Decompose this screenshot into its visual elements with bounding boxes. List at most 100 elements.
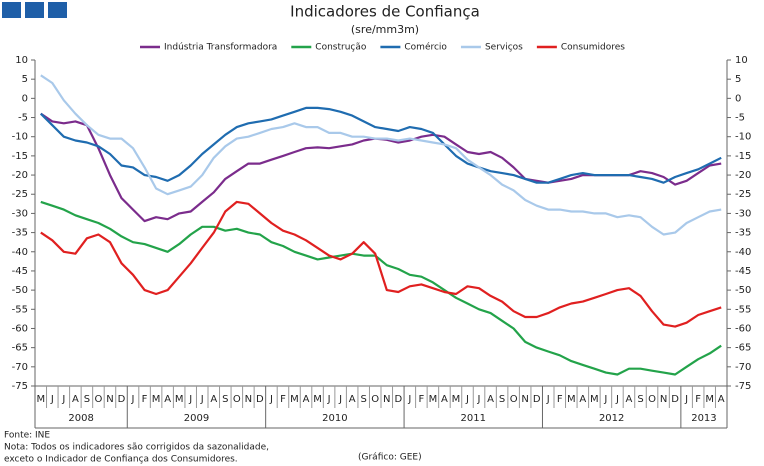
x-tick-label: M: [313, 394, 322, 405]
x-tick-label: N: [245, 394, 252, 405]
x-tick-label: M: [567, 394, 576, 405]
y-tick-label-right: -45: [735, 266, 751, 277]
year-label: 2009: [184, 413, 209, 424]
x-tick-label: D: [394, 394, 402, 405]
x-tick-label: O: [510, 394, 518, 405]
x-tick-label: N: [660, 394, 667, 405]
x-tick-label: J: [338, 394, 342, 405]
x-tick-label: M: [705, 394, 714, 405]
y-tick-label-right: 5: [735, 74, 741, 85]
x-tick-label: O: [648, 394, 656, 405]
logo-block: [2, 2, 21, 18]
series-line: [40, 74, 722, 236]
x-tick-label: M: [429, 394, 438, 405]
year-label: 2012: [599, 413, 624, 424]
legend-label: Construção: [315, 43, 367, 53]
legend-label: Consumidores: [561, 43, 625, 53]
year-label: 2010: [322, 413, 347, 424]
x-tick-label: J: [465, 394, 469, 405]
note: exceto o Indicador de Confiança dos Cons…: [4, 455, 238, 465]
x-tick-label: J: [615, 394, 619, 405]
x-tick-label: M: [590, 394, 599, 405]
x-tick-label: O: [371, 394, 379, 405]
legend-label: Indústria Transformadora: [164, 43, 277, 53]
y-tick-label: -45: [12, 266, 28, 277]
series-line: [40, 106, 722, 184]
y-tick-label: -65: [12, 343, 28, 354]
x-tick-label: M: [152, 394, 161, 405]
x-tick-label: F: [695, 394, 701, 405]
y-tick-label: -30: [12, 208, 28, 219]
x-tick-label: D: [533, 394, 541, 405]
x-tick-label: M: [36, 394, 45, 405]
y-tick-label: -55: [12, 304, 28, 315]
y-tick-label: 5: [22, 74, 28, 85]
x-tick-label: N: [106, 394, 113, 405]
y-tick-label: -20: [12, 170, 28, 181]
x-tick-label: M: [290, 394, 299, 405]
y-tick-label: -75: [12, 381, 28, 392]
x-tick-label: S: [637, 394, 643, 405]
series-line: [40, 200, 722, 376]
x-tick-label: A: [487, 394, 494, 405]
y-tick-label-right: -60: [735, 323, 751, 334]
x-tick-label: A: [626, 394, 633, 405]
y-tick-label-right: 0: [735, 93, 741, 104]
x-tick-label: J: [50, 394, 54, 405]
source: Fonte: INE: [4, 431, 50, 441]
x-tick-label: A: [718, 394, 725, 405]
y-tick-label: -15: [12, 151, 28, 162]
x-tick-label: F: [557, 394, 563, 405]
x-tick-label: S: [222, 394, 228, 405]
y-tick-label-right: -40: [735, 247, 751, 258]
logo-block: [48, 2, 67, 18]
x-tick-label: J: [269, 394, 273, 405]
x-tick-label: J: [200, 394, 204, 405]
x-tick-label: N: [383, 394, 390, 405]
x-tick-label: D: [671, 394, 679, 405]
x-tick-label: J: [546, 394, 550, 405]
x-tick-label: S: [361, 394, 367, 405]
x-tick-label: D: [256, 394, 264, 405]
x-tick-label: A: [164, 394, 171, 405]
credit: (Gráfico: GEE): [358, 453, 422, 463]
y-tick-label: -5: [18, 113, 28, 124]
x-tick-label: M: [175, 394, 184, 405]
x-tick-label: F: [418, 394, 424, 405]
x-tick-label: S: [499, 394, 505, 405]
legend-label: Serviços: [485, 43, 523, 53]
year-label: 2013: [691, 413, 716, 424]
year-label: 2011: [461, 413, 486, 424]
logo-block: [25, 2, 44, 18]
y-tick-label: -70: [12, 362, 28, 373]
x-tick-label: A: [441, 394, 448, 405]
x-tick-label: N: [521, 394, 528, 405]
x-tick-label: J: [603, 394, 607, 405]
x-tick-label: J: [61, 394, 65, 405]
x-tick-label: D: [118, 394, 126, 405]
series-line: [40, 200, 722, 328]
y-tick-label-right: -30: [735, 208, 751, 219]
y-tick-label: -25: [12, 189, 28, 200]
y-tick-label-right: -20: [735, 170, 751, 181]
x-tick-label: F: [142, 394, 148, 405]
y-tick-label: -50: [12, 285, 28, 296]
y-tick-label: -40: [12, 247, 28, 258]
y-tick-label-right: -10: [735, 132, 751, 143]
x-tick-label: A: [210, 394, 217, 405]
x-tick-label: A: [72, 394, 79, 405]
x-tick-label: J: [188, 394, 192, 405]
y-tick-label: -10: [12, 132, 28, 143]
x-tick-label: A: [303, 394, 310, 405]
x-tick-label: A: [579, 394, 586, 405]
x-tick-label: M: [452, 394, 461, 405]
y-tick-label-right: 10: [735, 55, 748, 66]
y-tick-label: 0: [22, 93, 28, 104]
y-tick-label: 10: [15, 55, 28, 66]
x-tick-label: J: [477, 394, 481, 405]
y-tick-label-right: -50: [735, 285, 751, 296]
x-tick-label: F: [280, 394, 286, 405]
note: Nota: Todos os indicadores são corrigido…: [4, 443, 269, 453]
y-tick-label-right: -70: [735, 362, 751, 373]
